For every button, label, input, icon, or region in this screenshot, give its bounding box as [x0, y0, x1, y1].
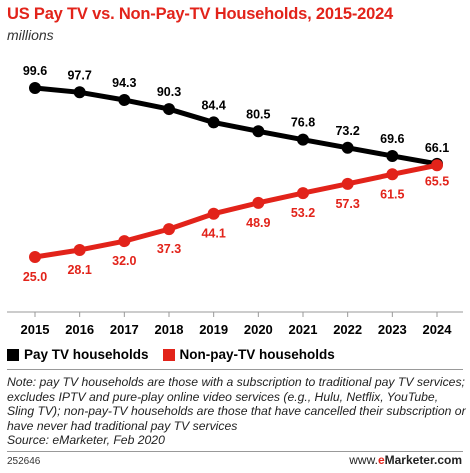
data-label-pay-tv: 94.3: [112, 76, 136, 90]
data-label-non-pay-tv: 65.5: [425, 174, 449, 188]
data-point-non-pay-tv: [341, 177, 354, 190]
chart-note: Note: pay TV households are those with a…: [7, 375, 467, 448]
data-point-pay-tv: [29, 82, 41, 94]
legend-label-pay-tv: Pay TV households: [24, 347, 149, 362]
data-label-non-pay-tv: 28.1: [67, 263, 91, 277]
legend-swatch-non-pay-tv: [162, 348, 175, 361]
data-point-non-pay-tv: [252, 196, 265, 209]
data-point-non-pay-tv: [29, 251, 41, 263]
source-text: Source: eMarketer, Feb 2020: [7, 433, 165, 447]
x-tick-label: 2024: [423, 322, 453, 337]
x-tick-label: 2019: [199, 322, 228, 337]
chart-subtitle: millions: [7, 27, 54, 43]
data-label-pay-tv: 97.7: [67, 68, 91, 82]
chart-id: 252646: [7, 456, 41, 467]
x-tick-label: 2020: [244, 322, 273, 337]
note-text: Note: pay TV households are those with a…: [7, 375, 466, 433]
data-point-pay-tv: [207, 116, 220, 129]
data-label-non-pay-tv: 32.0: [112, 254, 136, 268]
x-tick-label: 2017: [110, 322, 139, 337]
data-point-pay-tv: [118, 94, 131, 107]
divider-bottom: [7, 451, 463, 452]
data-label-non-pay-tv: 61.5: [380, 187, 404, 201]
data-label-pay-tv: 66.1: [425, 141, 449, 155]
series-line-non-pay-tv: [34, 162, 438, 260]
data-label-non-pay-tv: 37.3: [157, 242, 181, 256]
chart-title: US Pay TV vs. Non-Pay-TV Households, 201…: [7, 5, 394, 23]
x-tick-label: 2022: [333, 322, 362, 337]
data-label-non-pay-tv: 57.3: [335, 197, 359, 211]
data-point-pay-tv: [341, 141, 354, 154]
legend-swatch-pay-tv: [7, 348, 19, 361]
data-point-non-pay-tv: [73, 243, 86, 256]
data-label-pay-tv: 76.8: [291, 116, 315, 130]
brand-accent: e: [377, 453, 385, 467]
line-chart: 2015 2016 2017 2018 2019 2020 2021 2022 2023 2024…: [7, 64, 463, 337]
data-label-pay-tv: 99.6: [23, 64, 47, 78]
x-tick-label: 2021: [289, 322, 318, 337]
divider-top: [7, 369, 463, 370]
data-point-non-pay-tv: [163, 223, 175, 236]
legend: Pay TV households Non-pay-TV households: [7, 347, 349, 362]
legend-item-non-pay-tv: Non-pay-TV households: [162, 347, 335, 362]
data-point-non-pay-tv: [207, 207, 220, 220]
data-label-non-pay-tv: 44.1: [201, 227, 225, 241]
data-label-pay-tv: 73.2: [335, 124, 359, 138]
data-label-pay-tv: 80.5: [246, 107, 270, 121]
data-label-non-pay-tv: 25.0: [23, 270, 47, 284]
data-label-pay-tv: 90.3: [157, 85, 181, 99]
data-label-pay-tv: 69.6: [380, 132, 404, 146]
data-point-non-pay-tv: [297, 187, 309, 200]
legend-item-pay-tv: Pay TV households: [7, 347, 149, 362]
x-tick-label: 2023: [378, 322, 407, 337]
data-label-pay-tv: 84.4: [201, 98, 225, 112]
data-point-pay-tv: [252, 125, 265, 138]
data-point-pay-tv: [163, 103, 175, 116]
data-point-pay-tv: [386, 149, 399, 162]
legend-label-non-pay-tv: Non-pay-TV households: [179, 347, 335, 362]
brand-prefix: www.: [349, 453, 378, 467]
x-tick-label: 2015: [21, 322, 50, 337]
brand-rest: Marketer.com: [384, 453, 462, 467]
data-point-non-pay-tv: [118, 235, 131, 248]
data-point-pay-tv: [73, 86, 86, 99]
data-label-non-pay-tv: 53.2: [291, 206, 315, 220]
data-point-pay-tv: [297, 133, 309, 146]
data-label-non-pay-tv: 48.9: [246, 216, 270, 230]
x-tick-label: 2016: [65, 322, 94, 337]
series-line-pay-tv: [34, 85, 438, 167]
data-point-non-pay-tv: [431, 159, 443, 172]
emarketer-logo[interactable]: www.eMarketer.com: [349, 453, 462, 467]
x-tick-label: 2018: [155, 322, 184, 337]
data-point-non-pay-tv: [386, 168, 399, 181]
